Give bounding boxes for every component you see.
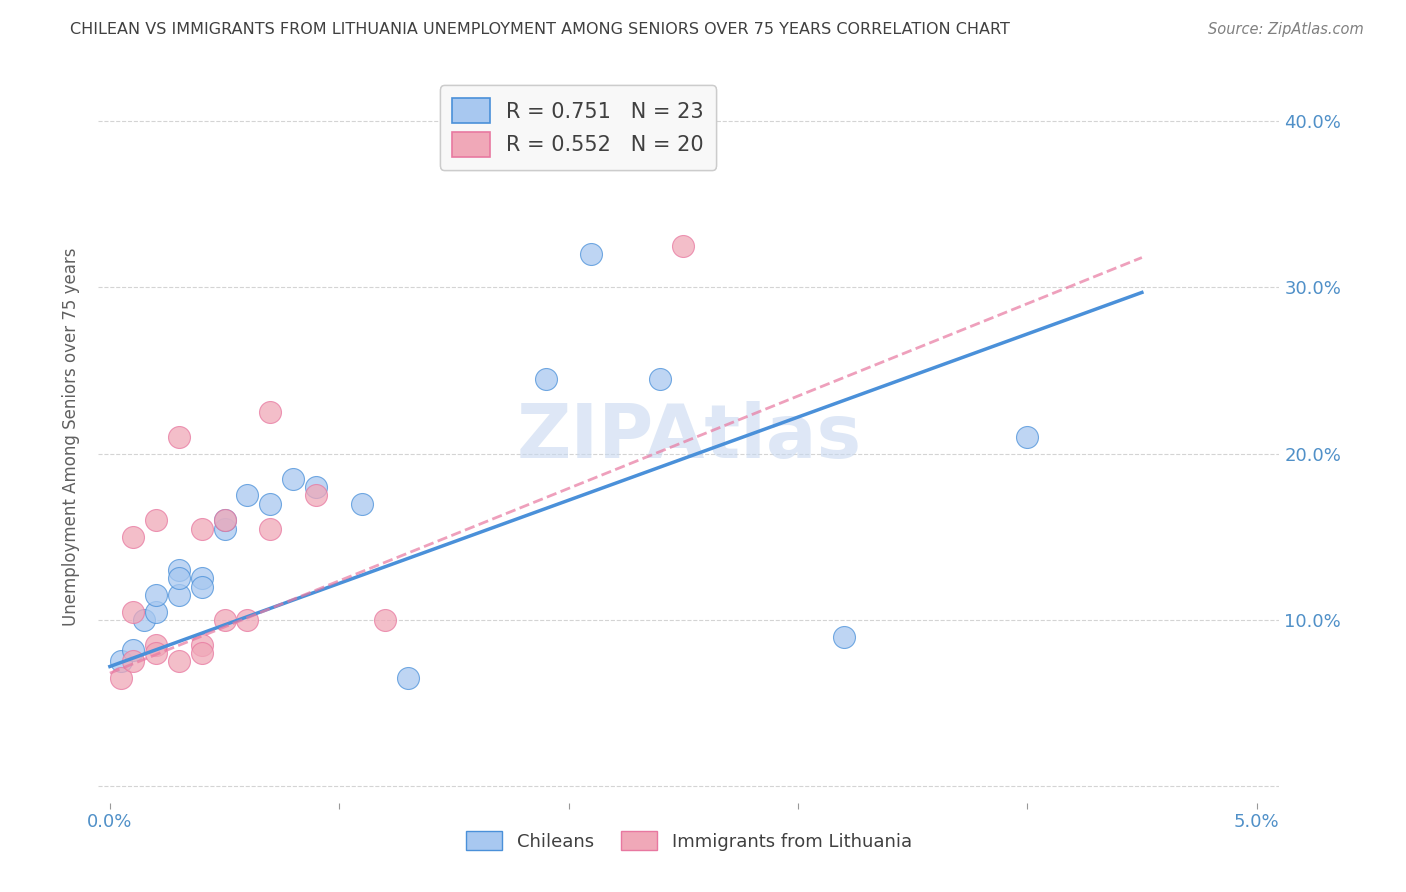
Point xyxy=(190,580,212,594)
Point xyxy=(214,513,236,527)
Point xyxy=(145,513,167,527)
Point xyxy=(121,605,143,619)
Point xyxy=(110,671,132,685)
Point xyxy=(236,488,259,502)
Point xyxy=(1017,430,1039,444)
Point xyxy=(396,671,419,685)
Legend: R = 0.751   N = 23, R = 0.552   N = 20: R = 0.751 N = 23, R = 0.552 N = 20 xyxy=(440,86,716,169)
Point xyxy=(145,605,167,619)
Point xyxy=(259,405,281,419)
Point xyxy=(374,613,396,627)
Text: Source: ZipAtlas.com: Source: ZipAtlas.com xyxy=(1208,22,1364,37)
Point xyxy=(190,521,212,535)
Point xyxy=(145,588,167,602)
Point xyxy=(581,247,603,261)
Point xyxy=(214,613,236,627)
Point xyxy=(110,655,132,669)
Point xyxy=(167,588,190,602)
Point xyxy=(283,472,305,486)
Point xyxy=(214,521,236,535)
Point xyxy=(832,630,855,644)
Point xyxy=(167,655,190,669)
Point xyxy=(167,571,190,585)
Point xyxy=(672,239,695,253)
Point xyxy=(259,521,281,535)
Point xyxy=(236,613,259,627)
Point xyxy=(145,646,167,660)
Point xyxy=(121,643,143,657)
Point xyxy=(305,488,328,502)
Point xyxy=(121,530,143,544)
Text: ZIPAtlas: ZIPAtlas xyxy=(516,401,862,474)
Y-axis label: Unemployment Among Seniors over 75 years: Unemployment Among Seniors over 75 years xyxy=(62,248,80,626)
Point xyxy=(650,372,672,386)
Point xyxy=(534,372,557,386)
Point xyxy=(305,480,328,494)
Point xyxy=(259,497,281,511)
Point xyxy=(352,497,374,511)
Point xyxy=(121,655,143,669)
Point xyxy=(190,638,212,652)
Point xyxy=(167,430,190,444)
Point xyxy=(145,638,167,652)
Point xyxy=(190,571,212,585)
Point xyxy=(134,613,156,627)
Point xyxy=(167,563,190,577)
Point xyxy=(190,646,212,660)
Text: CHILEAN VS IMMIGRANTS FROM LITHUANIA UNEMPLOYMENT AMONG SENIORS OVER 75 YEARS CO: CHILEAN VS IMMIGRANTS FROM LITHUANIA UNE… xyxy=(70,22,1010,37)
Point xyxy=(214,513,236,527)
